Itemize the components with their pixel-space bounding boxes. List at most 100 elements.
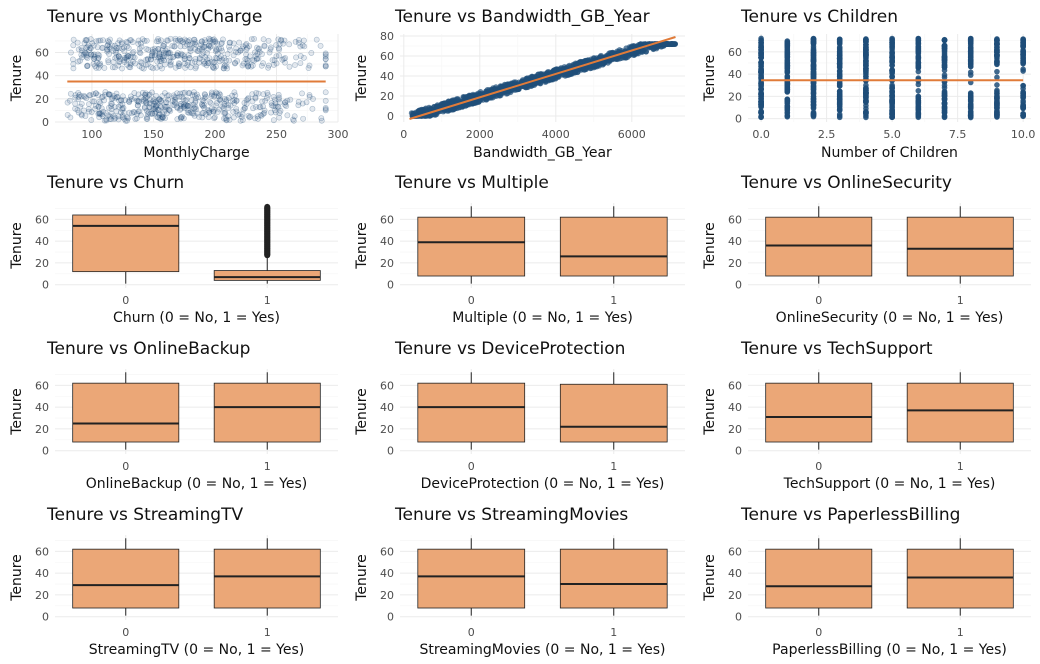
scatter-point [994,82,1000,88]
scatter-point [126,109,133,116]
scatter-point [280,55,287,62]
scatter-point [282,99,289,106]
scatter-point [99,45,106,52]
scatter-point [889,103,895,109]
scatter-point [171,102,178,109]
scatter-point [220,105,227,112]
scatter-point [190,101,197,108]
scatter-point [322,106,329,113]
scatter-point [118,97,125,103]
scatter-point [191,92,198,99]
scatter-point [967,90,974,96]
scatter-point [261,42,268,49]
scatter-point [126,98,132,105]
scatter-point [97,62,104,69]
scatter-point [99,111,106,118]
scatter-point [181,36,188,43]
scatter-point [124,114,131,121]
scatter-point [144,94,150,100]
scatter-point [136,108,143,115]
scatter-point [297,60,304,67]
scatter-point [218,45,225,52]
scatter-point [240,60,247,67]
scatter-point [181,43,188,50]
scatter-point [108,106,115,112]
scatter-point [185,107,192,114]
scatter-point [889,38,895,44]
scatter-point [758,54,764,61]
scatter-point [160,50,167,56]
scatter-point [161,90,168,96]
scatter-point [162,106,169,113]
scatter-point [135,40,142,47]
scatter-point [189,110,195,117]
scatter-point [75,58,82,65]
scatter-point [90,42,97,49]
scatter-point [276,41,283,48]
scatter-point [306,62,313,69]
scatter-point [121,55,128,61]
panel-8: Tenure vs DeviceProtection 0 20 40 60 Tenure 0… [354,339,685,492]
scatter-point [190,110,197,117]
scatter-point [1020,103,1026,109]
scatter-point [93,64,100,71]
scatter-point [941,96,948,102]
scatter-point [102,110,109,116]
data-marks [417,206,668,284]
scatter-point [270,61,277,68]
y-tick-label: 20 [728,423,742,436]
scatter-point [89,98,96,105]
scatter-point [193,42,200,49]
x-tick-label: 150 [143,128,164,141]
y-tick-label: 20 [35,423,49,436]
scatter-point [174,52,180,59]
scatter-point [639,49,646,55]
y-tick-label: 40 [35,235,49,248]
scatter-point [151,100,158,107]
scatter-point [237,117,244,124]
y-tick-label: 20 [380,589,394,602]
chart-title: Tenure vs Children [740,7,898,27]
scatter-point [88,117,95,123]
scatter-point [151,105,157,112]
scatter-point [282,55,289,61]
scatter-point [78,45,85,51]
scatter-point [79,54,85,61]
scatter-point [588,65,595,71]
scatter-point [114,94,120,101]
scatter-point [111,64,118,71]
scatter-point [147,111,154,117]
scatter-point [239,62,246,69]
scatter-point [836,91,843,97]
scatter-point [149,110,156,117]
scatter-point [210,38,217,45]
y-axis-label: Tenure [9,388,25,436]
scatter-point [83,95,90,102]
scatter-point [258,62,265,69]
scatter-point [177,115,184,122]
x-tick-label: 0 [468,294,475,307]
scatter-point [81,49,88,56]
scatter-point [188,97,195,104]
scatter-point [223,117,230,124]
scatter-point [111,42,118,49]
scatter-point [114,45,121,51]
scatter-point [204,106,211,113]
scatter-point [115,62,122,69]
data-marks [765,538,1014,616]
data-marks [765,206,1014,284]
scatter-point [106,116,113,122]
y-tick-label: 60 [380,379,394,392]
scatter-point [225,94,232,101]
scatter-point [222,110,229,117]
scatter-point [670,41,676,47]
scatter-point [270,117,277,124]
scatter-point [143,46,150,52]
y-axis-label: Tenure [9,55,25,103]
scatter-point [784,89,791,95]
scatter-point [87,92,94,99]
scatter-point [88,109,95,115]
scatter-point [863,110,869,117]
scatter-point [758,59,764,66]
y-tick-label: 0 [387,110,394,123]
